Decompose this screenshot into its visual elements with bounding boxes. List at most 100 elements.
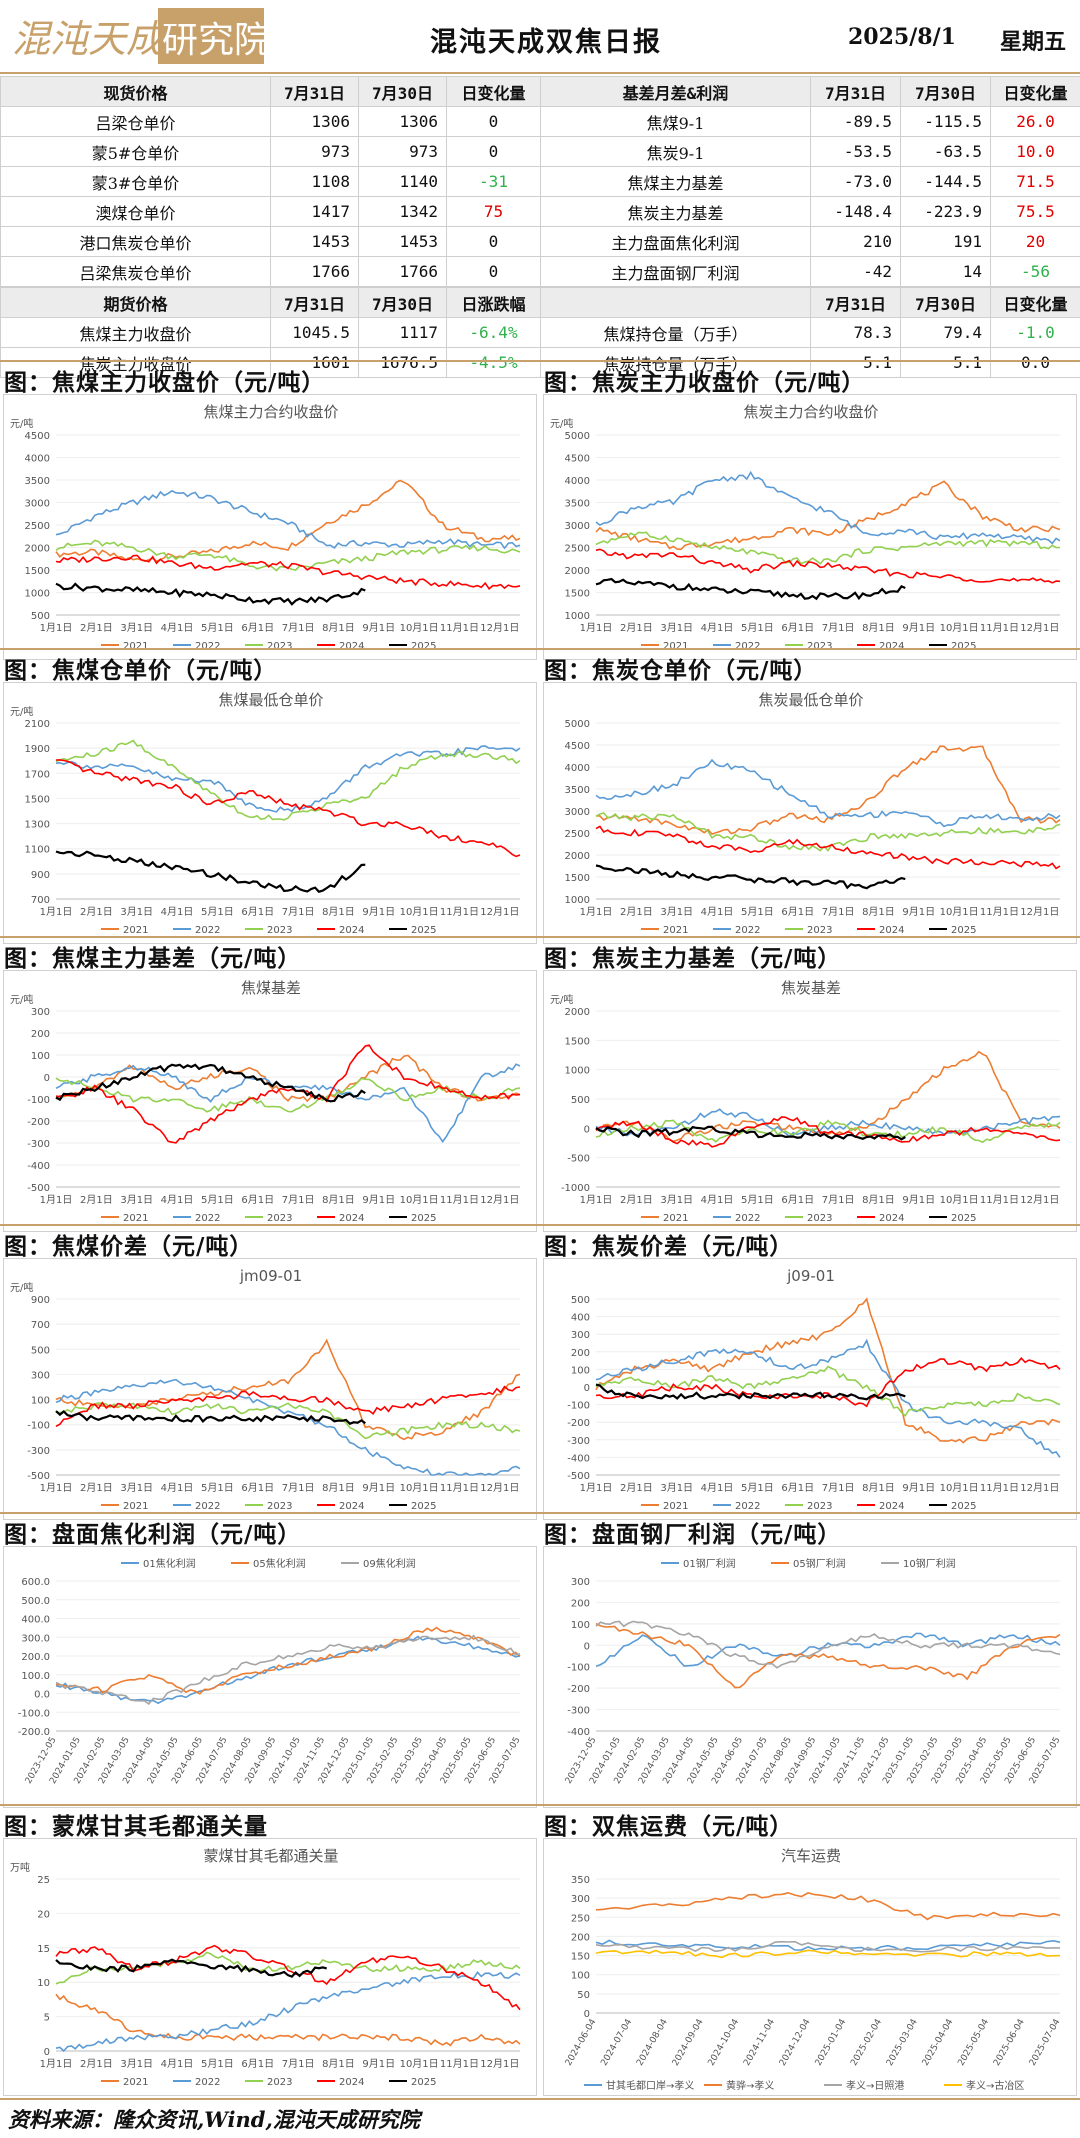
legend-label: 甘其毛都口岸→孝义: [606, 2079, 694, 2092]
y-tick-label: 25: [37, 1875, 50, 1886]
x-tick-label: 1月1日: [580, 1482, 613, 1494]
cell-value: 1601: [270, 347, 359, 378]
x-tick-label: 2025-07-04: [1028, 2017, 1063, 2068]
x-tick-label: 8月1日: [862, 622, 895, 634]
y-tick-label: 3000: [25, 499, 50, 510]
y-tick-label: 350: [571, 1875, 590, 1886]
series-line-2024: [55, 554, 521, 590]
legend-label: 2025: [411, 641, 436, 652]
figure-caption: 图：焦炭价差（元/吨）: [544, 1233, 794, 1260]
report-header: 混沌天成 研究院 混沌天成双焦日报 2025/8/1 星期五: [0, 0, 1080, 74]
cell-value: 1117: [358, 317, 447, 348]
cell-value: -89.5: [810, 106, 901, 137]
cell-value: 26.0: [990, 106, 1080, 137]
x-tick-label: 2024-08-04: [635, 2017, 670, 2068]
spot-table: 现货价格 7月31日 7月30日 日变化量 基差月差&利润 7月31日 7月30日 日变化量吕…: [0, 76, 1080, 287]
x-tick-label: 7月1日: [822, 1482, 855, 1494]
y-tick-label: -500: [27, 1471, 50, 1482]
series-line-2024: [595, 1116, 1061, 1148]
x-tick-label: 5月1日: [201, 2058, 234, 2070]
legend-label: 2024: [339, 925, 364, 936]
y-axis-unit: 元/吨: [10, 705, 33, 718]
row-label: 焦炭主力基差: [540, 196, 811, 227]
legend-label: 孝义→古冶区: [966, 2079, 1024, 2092]
x-tick-label: 7月1日: [282, 622, 315, 634]
y-tick-label: 3000: [565, 807, 590, 818]
legend-label: 2024: [879, 1213, 904, 1224]
chart-title: jm09-01: [239, 1267, 302, 1285]
legend-label: 2023: [807, 641, 832, 652]
row-label: 吕梁焦炭仓单价: [0, 256, 271, 287]
y-tick-label: 500.0: [21, 1596, 50, 1607]
series-line-2024: [595, 548, 1061, 584]
cell-value: -63.5: [900, 136, 991, 167]
x-tick-label: 1月1日: [580, 622, 613, 634]
y-tick-label: -400: [567, 1727, 590, 1738]
x-tick-label: 4月1日: [161, 622, 194, 634]
x-tick-label: 9月1日: [902, 622, 935, 634]
report-title: 混沌天成双焦日报: [430, 27, 662, 58]
series-line-2024: [55, 1044, 521, 1144]
y-tick-label: 4500: [25, 431, 50, 442]
x-tick-label: 5月1日: [201, 1482, 234, 1494]
y-axis-unit: 元/吨: [10, 417, 33, 430]
legend-label: 10钢厂利润: [903, 1557, 956, 1570]
legend-label: 2024: [339, 1501, 364, 1512]
series-line-2023: [595, 1119, 1061, 1144]
x-tick-label: 2025-06-04: [992, 2017, 1027, 2068]
series-line-2022: [55, 1971, 521, 2053]
y-tick-label: 4000: [25, 454, 50, 465]
x-tick-label: 5月1日: [201, 906, 234, 918]
legend-label: 2022: [195, 925, 220, 936]
row-label: 蒙5#仓单价: [0, 136, 271, 167]
x-tick-label: 3月1日: [660, 1194, 693, 1206]
series-line-2021: [595, 745, 1061, 836]
y-tick-label: 0: [584, 2009, 590, 2020]
x-tick-label: 7月1日: [282, 906, 315, 918]
chart-title: 焦炭基差: [781, 979, 841, 997]
y-tick-label: 20: [37, 1909, 50, 1920]
legend-label: 2022: [195, 641, 220, 652]
cell-value: 1045.5: [270, 317, 359, 348]
series-line-2025: [595, 1125, 906, 1141]
row-label: 主力盘面焦化利润: [540, 226, 811, 257]
cell-value: -115.5: [900, 106, 991, 137]
y-tick-label: 1500: [565, 873, 590, 884]
cell-value: -4.5%: [446, 347, 541, 378]
x-tick-label: 2月1日: [620, 906, 653, 918]
x-tick-label: 6月1日: [781, 622, 814, 634]
x-tick-label: 2024-09-04: [671, 2017, 706, 2068]
x-tick-label: 2月1日: [80, 2058, 113, 2070]
y-tick-label: 300: [571, 1330, 590, 1341]
y-tick-label: 400: [571, 1313, 590, 1324]
x-tick-label: 3月1日: [660, 622, 693, 634]
y-tick-label: 1000: [565, 895, 590, 906]
x-tick-label: 11月1日: [440, 622, 479, 634]
y-tick-label: 200: [571, 1348, 590, 1359]
series-line-2024: [595, 825, 1061, 870]
x-tick-label: 12月1日: [1020, 1482, 1059, 1494]
legend-label: 2024: [339, 2077, 364, 2088]
legend-label: 2025: [411, 925, 436, 936]
x-tick-label: 2月1日: [80, 906, 113, 918]
y-tick-label: 100: [571, 1365, 590, 1376]
x-tick-label: 8月1日: [322, 1194, 355, 1206]
x-tick-label: 8月1日: [862, 906, 895, 918]
y-tick-label: 2000: [565, 1007, 590, 1018]
x-tick-label: 8月1日: [862, 1194, 895, 1206]
x-tick-label: 8月1日: [322, 622, 355, 634]
legend-label: 2024: [879, 1501, 904, 1512]
series-line-2024: [55, 759, 521, 858]
chart-title: 蒙煤甘其毛都通关量: [203, 1847, 338, 1865]
legend-label: 2022: [735, 641, 760, 652]
y-tick-label: 50: [577, 1990, 590, 2001]
table-row: 焦煤主力收盘价 1045.5 1117 -6.4% 焦煤持仓量（万手） 78.3 79.4-…: [0, 317, 1080, 348]
cell-value: 1108: [270, 166, 359, 197]
x-tick-label: 5月1日: [741, 622, 774, 634]
series-line-2025: [55, 1410, 366, 1425]
x-tick-label: 11月1日: [440, 1482, 479, 1494]
y-tick-label: -100: [27, 1421, 50, 1432]
y-tick-label: 2000: [565, 851, 590, 862]
x-tick-label: 6月1日: [781, 1194, 814, 1206]
